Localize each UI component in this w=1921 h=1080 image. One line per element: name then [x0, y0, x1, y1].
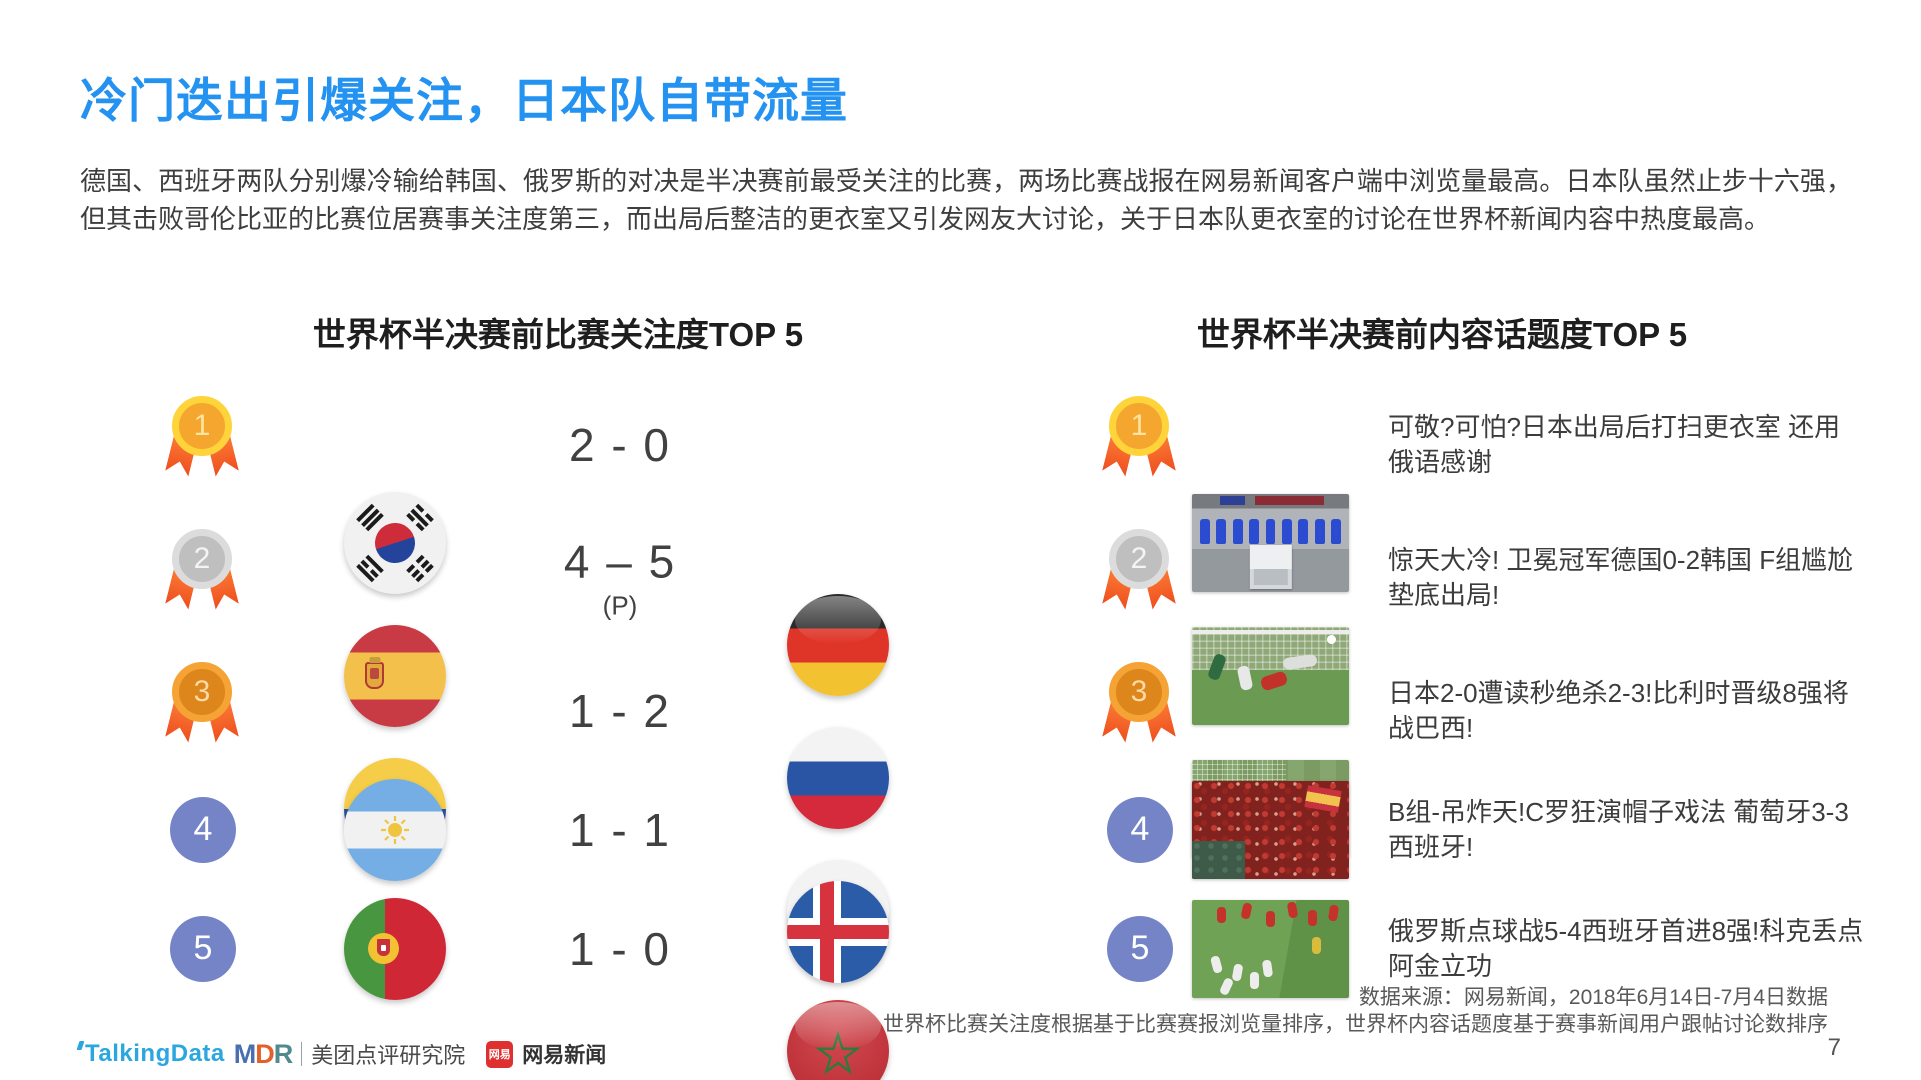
meituan-dianping-institute-label: 美团点评研究院	[311, 1043, 466, 1068]
flag-morocco-icon	[787, 999, 889, 1080]
rank-number: 2	[1109, 528, 1169, 589]
logo-divider	[301, 1042, 303, 1066]
sun-of-may-icon	[381, 815, 409, 844]
data-source-note: 数据来源：网易新闻，2018年6月14日-7月4日数据 世界杯比赛关注度根据基于…	[883, 984, 1828, 1038]
rank-5-circle-badge: 5	[170, 915, 236, 982]
rank-2-silver-medal-badge: 2	[1107, 528, 1171, 627]
page-number: 7	[1827, 1034, 1841, 1061]
flag-portugal-icon	[344, 897, 446, 1000]
pentagram-star-icon	[815, 1030, 861, 1074]
decor-player	[1327, 904, 1339, 922]
match-row-2: 2 4 – 5 (P)	[130, 518, 930, 829]
talkingdata-tick-icon	[76, 1041, 85, 1050]
left-panel-title: 世界杯半决赛前比赛关注度TOP 5	[312, 316, 804, 353]
match-row-4: 4 1 - 1	[130, 770, 930, 983]
thumbnail-spain-fans	[1192, 780, 1349, 879]
flag-germany-icon	[787, 593, 889, 696]
rank-4-circle-badge: 4	[1107, 796, 1173, 863]
decor-banner	[1220, 496, 1246, 506]
decor-cabinet	[1249, 545, 1292, 589]
news-headline: 日本2-0遭读秒绝杀2-3!比利时晋级8强将战巴西!	[1388, 677, 1849, 743]
flag-iceland-icon	[787, 880, 889, 983]
decor-referee	[1311, 936, 1321, 954]
match-row-1: 1 2 - 0	[130, 385, 930, 696]
news-headline: B组-吊炸天!C罗狂演帽子戏法 葡萄牙3-3西班牙!	[1388, 796, 1849, 862]
decor-player	[1231, 963, 1244, 982]
netease-news-label: 网易新闻	[522, 1044, 607, 1067]
portugal-emblem	[368, 932, 399, 964]
rank-2-silver-medal-badge: 2	[170, 528, 234, 627]
topic-row-1: 1 可敬?可怕?日本出局后打扫更衣室 还用俄语感谢	[1080, 385, 1921, 592]
flag-south-korea-icon	[344, 491, 446, 594]
rank-4-circle-badge: 4	[170, 796, 236, 863]
decor-ball	[1327, 635, 1337, 645]
decor-spain-flag	[1303, 785, 1342, 814]
thumbnail-japan-locker-room	[1192, 493, 1349, 592]
decor-jerseys	[1199, 518, 1342, 545]
rank-5-circle-badge: 5	[1107, 915, 1173, 982]
talkingdata-logo: TalkingData	[76, 1040, 225, 1068]
topic-row-2: 2 惊天大冷! 卫冕冠军德国0-2韩国 F组尴尬垫底出局!	[1080, 518, 1921, 725]
flag-argentina-icon	[344, 778, 446, 881]
match-attention-list: 1 2 - 0 2 4 – 5 (	[130, 371, 930, 1080]
topic-row-4: 4 B组-吊炸天!C罗狂演帽子戏法 葡萄牙3-3西班牙!	[1080, 770, 1921, 889]
decor-player	[1210, 955, 1224, 975]
decor-player	[1308, 910, 1318, 927]
decor-player	[1217, 907, 1227, 924]
decor-player	[1240, 902, 1253, 921]
rank-3-bronze-medal-badge: 3	[170, 661, 234, 760]
news-headline: 可敬?可怕?日本出局后打扫更衣室 还用俄语感谢	[1388, 411, 1841, 477]
thumbnail-russia-celebration	[1192, 899, 1349, 998]
footer-logos: TalkingData M D R 美团点评研究院 网易 网易新闻	[76, 1038, 607, 1070]
news-headline: 俄罗斯点球战5-4西班牙首进8强!科克丢点阿金立功	[1388, 915, 1864, 981]
decor-player	[1265, 911, 1275, 928]
netease-icon: 网易	[486, 1040, 514, 1068]
rank-1-gold-medal-badge: 1	[1107, 395, 1171, 494]
spain-crest	[365, 661, 384, 689]
right-panel-title: 世界杯半决赛前内容话题度TOP 5	[1196, 316, 1688, 353]
thumbnail-germany-korea-goal	[1192, 626, 1349, 725]
match-score: 1 - 1	[568, 803, 672, 856]
content-topic-list: 1 可敬?可怕?日本出局后打扫更衣室 还用俄语感谢 2	[1080, 371, 1921, 1008]
topic-row-3: 3 日本2-0遭读秒绝杀2-3!比利时晋级8强将战巴西!	[1080, 651, 1921, 858]
rank-number: 3	[172, 661, 232, 722]
match-score: 2 - 0	[568, 418, 672, 471]
source-line-1: 数据来源：网易新闻，2018年6月14日-7月4日数据	[1358, 986, 1828, 1009]
match-row-3: 3 1 - 2	[130, 651, 930, 962]
topic-row-5: 5 俄罗斯点球战5-4西班牙首进8强!科克丢点阿金立功	[1080, 889, 1921, 1008]
rank-3-bronze-medal-badge: 3	[1107, 661, 1171, 760]
rank-number: 3	[1109, 661, 1169, 722]
match-score: 1 - 0	[568, 922, 672, 975]
decor-player	[1250, 972, 1260, 990]
match-score: 1 - 2	[568, 684, 672, 737]
source-line-2: 世界杯比赛关注度根据基于比赛赛报浏览量排序，世界杯内容话题度基于赛事新闻用户跟帖…	[883, 1013, 1828, 1036]
intro-paragraph: 德国、西班牙两队分别爆冷输给韩国、俄罗斯的对决是半决赛前最受关注的比赛，两场比赛…	[80, 166, 1852, 234]
rank-number: 2	[172, 528, 232, 589]
rank-number: 1	[172, 395, 232, 456]
flag-russia-icon	[787, 726, 889, 829]
decor-player	[1286, 901, 1299, 920]
slide-title: 冷门迭出引爆关注，日本队自带流量	[80, 74, 848, 127]
match-row-5: 5 1 - 0	[130, 889, 930, 1080]
match-score: 4 – 5 (P)	[510, 534, 730, 621]
penalty-note: (P)	[602, 590, 638, 620]
mdr-logo: M D R	[233, 1038, 293, 1069]
rank-number: 1	[1109, 395, 1169, 456]
decor-banner	[1254, 496, 1324, 506]
news-headline: 惊天大冷! 卫冕冠军德国0-2韩国 F组尴尬垫底出局!	[1388, 544, 1854, 610]
decor-seats	[1192, 841, 1246, 879]
rank-1-gold-medal-badge: 1	[170, 395, 234, 494]
flag-spain-icon	[344, 624, 446, 727]
decor-crossbar	[1192, 630, 1349, 635]
decor-player	[1261, 959, 1273, 978]
